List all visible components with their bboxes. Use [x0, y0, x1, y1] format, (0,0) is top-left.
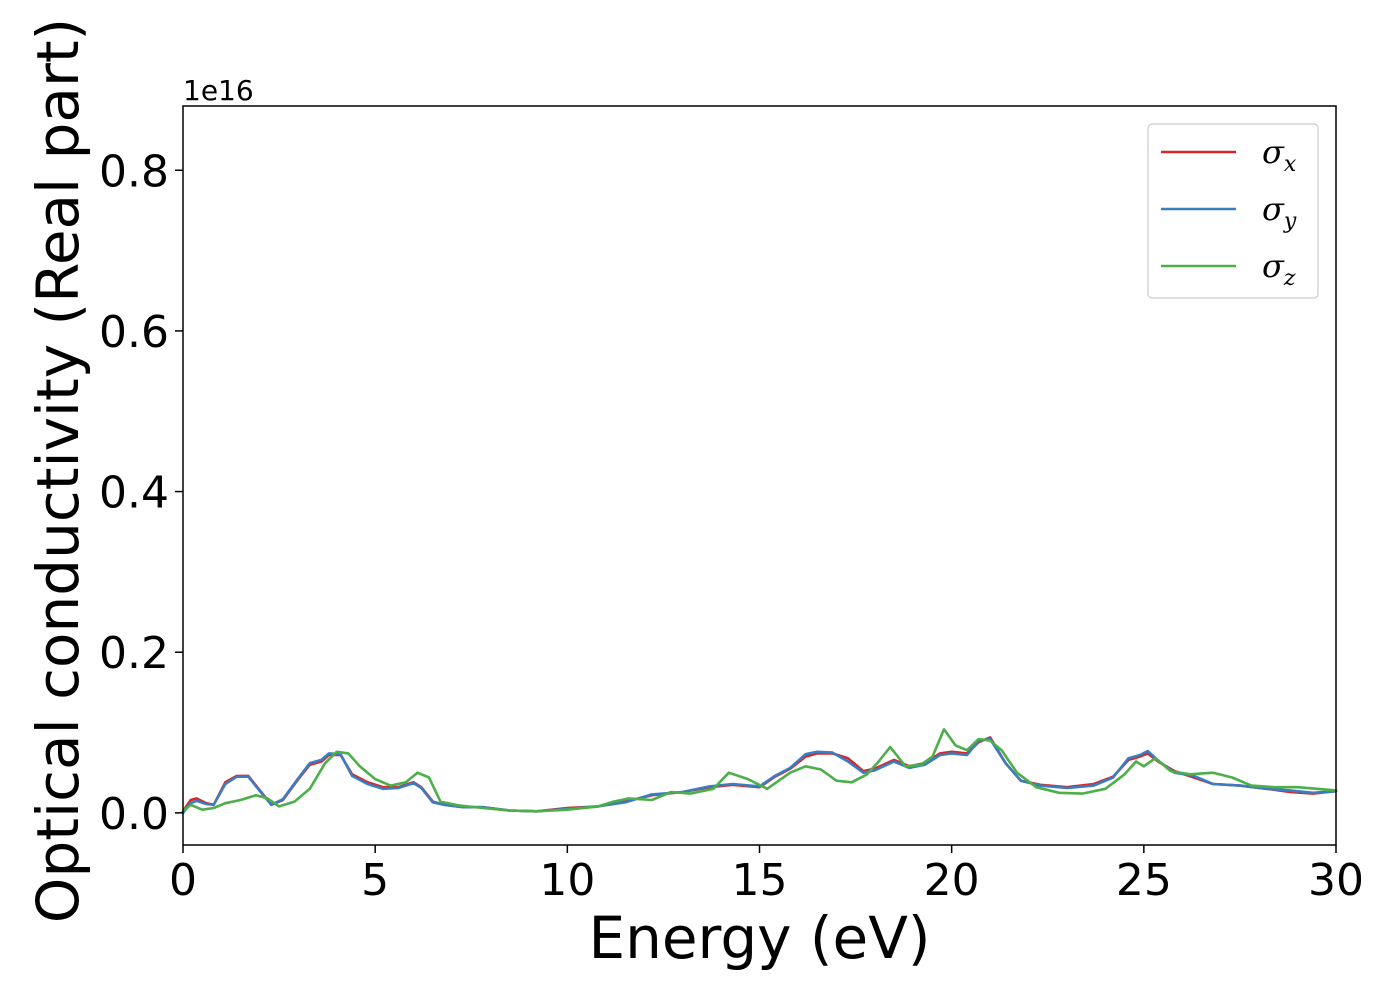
- legend: σx σy σz: [1147, 123, 1319, 299]
- y-tick-label: 0.4: [99, 468, 169, 519]
- x-axis-ticks: 0 5 10 15 20 25 30: [169, 845, 1364, 906]
- y-axis-title: Optical conductivity (Real part): [24, 18, 92, 923]
- x-tick-label: 30: [1308, 855, 1364, 906]
- x-tick-label: 20: [924, 855, 980, 906]
- legend-box: [1147, 123, 1319, 299]
- legend-label-x: σx: [1262, 133, 1297, 177]
- y-tick-label: 0.6: [99, 307, 169, 358]
- legend-label-z: σz: [1262, 247, 1296, 291]
- y-offset-label: 1e16: [183, 74, 254, 107]
- y-tick-label: 0.8: [99, 146, 169, 197]
- x-tick-label: 15: [732, 855, 788, 906]
- y-axis-ticks: 0.0 0.2 0.4 0.6 0.8: [99, 146, 183, 840]
- x-tick-label: 5: [361, 855, 389, 906]
- legend-label-y: σy: [1262, 190, 1297, 234]
- y-tick-label: 0.0: [99, 789, 169, 840]
- x-tick-label: 10: [539, 855, 595, 906]
- series-line-z: [181, 727, 1338, 813]
- x-tick-label: 0: [169, 855, 197, 906]
- plot-area: [181, 105, 1338, 846]
- y-tick-label: 0.2: [99, 628, 169, 679]
- x-tick-label: 25: [1116, 855, 1172, 906]
- legend-items: σx σy σz: [1161, 133, 1297, 291]
- series-line-y: [181, 737, 1338, 815]
- x-axis-title: Energy (eV): [588, 904, 930, 972]
- series-layer: [181, 727, 1338, 815]
